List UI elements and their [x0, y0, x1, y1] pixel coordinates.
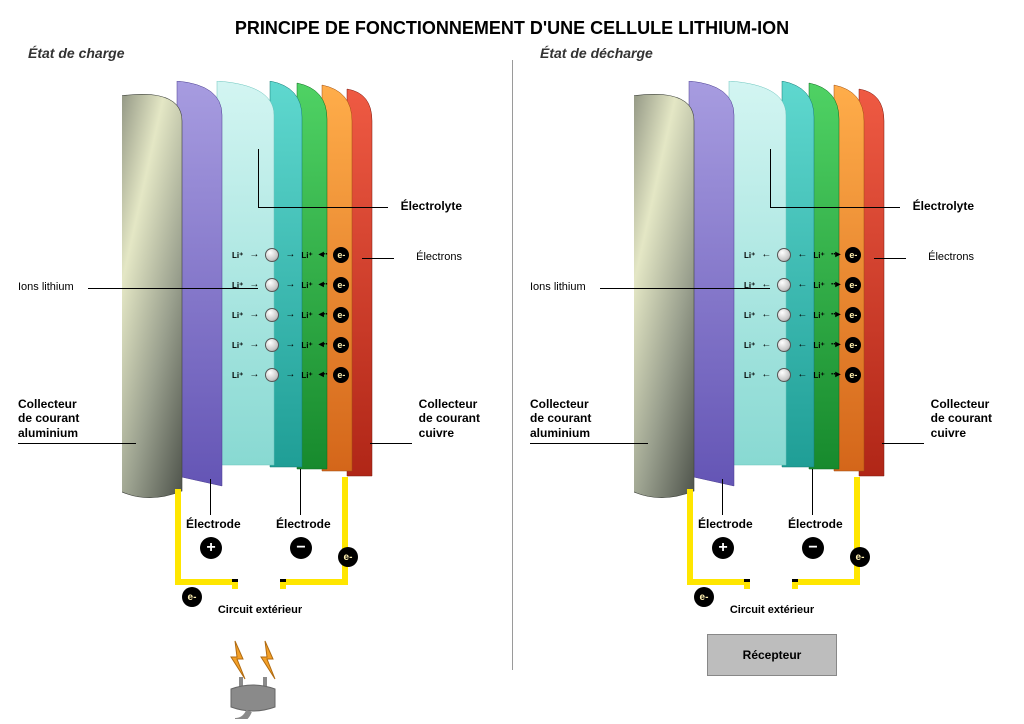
wire: [792, 579, 860, 585]
minus-icon: −: [290, 537, 312, 559]
charge-panel: État de charge: [0, 39, 512, 709]
circuit-label: Circuit extérieur: [712, 604, 832, 616]
li-ion-icon: [265, 308, 279, 322]
ions-lithium-label: Ions lithium: [18, 281, 74, 294]
li-ion-icon: [265, 248, 279, 262]
leader-line: [370, 443, 412, 444]
wire: [687, 489, 693, 579]
electron-icon: e-: [694, 587, 714, 607]
plus-icon: +: [712, 537, 734, 559]
leader-line: [18, 443, 136, 444]
li-ion-icon: [777, 248, 791, 262]
receptor-box: Récepteur: [707, 634, 837, 676]
electrolyte-label: Électrolyte: [401, 199, 462, 213]
collector-al-label: Collecteur de courant aluminium: [18, 397, 79, 440]
wire: [280, 579, 286, 589]
wire: [232, 579, 238, 589]
li-ion-icon: [777, 338, 791, 352]
leader-line: [258, 207, 388, 208]
ion-row: Li⁺→ →Li⁺ ◂·· e-: [232, 307, 349, 323]
wire: [744, 579, 750, 589]
center-divider: [512, 60, 513, 670]
leader-line: [882, 443, 924, 444]
receptor-label: Récepteur: [743, 648, 802, 662]
collector-cu-label: Collecteur de courant cuivre: [931, 397, 992, 440]
electrode-label: Électrode: [698, 517, 753, 531]
li-ion-icon: [777, 368, 791, 382]
discharge-subtitle: État de décharge: [540, 45, 653, 61]
discharge-layers-svg: [634, 81, 894, 511]
wire: [280, 579, 348, 585]
electrode-label: Électrode: [788, 517, 843, 531]
electron-icon: e-: [333, 307, 349, 323]
collector-cu-label: Collecteur de courant cuivre: [419, 397, 480, 440]
charge-layers-svg: [122, 81, 382, 511]
ion-row: Li⁺← ←Li⁺ ··▸ e-: [744, 367, 861, 383]
electron-icon: e-: [333, 277, 349, 293]
ion-row: Li⁺→ →Li⁺ ◂·· e-: [232, 337, 349, 353]
ion-row: Li⁺→ →Li⁺ ◂·· e-: [232, 277, 349, 293]
ions-lithium-label: Ions lithium: [530, 281, 586, 294]
electron-icon: e-: [333, 337, 349, 353]
wire: [792, 579, 798, 589]
charge-subtitle: État de charge: [28, 45, 124, 61]
wire: [687, 579, 747, 585]
electron-icon: e-: [845, 367, 861, 383]
leader-line: [770, 207, 900, 208]
collector-al-label: Collecteur de courant aluminium: [530, 397, 591, 440]
leader-line: [874, 258, 906, 259]
discharge-panel: État de décharge: [512, 39, 1024, 709]
leader-line: [88, 288, 258, 289]
ion-row: Li⁺→ →Li⁺ ◂·· e-: [232, 367, 349, 383]
ion-row: Li⁺← ←Li⁺ ··▸ e-: [744, 247, 861, 263]
ion-row: Li⁺→ →Li⁺ ◂·· e-: [232, 247, 349, 263]
leader-line: [258, 149, 259, 207]
leader-line: [722, 479, 723, 515]
wire: [175, 579, 235, 585]
main-title: PRINCIPE DE FONCTIONNEMENT D'UNE CELLULE…: [0, 0, 1024, 39]
leader-line: [812, 469, 813, 515]
electron-icon: e-: [338, 547, 358, 567]
ion-row: Li⁺← ←Li⁺ ··▸ e-: [744, 277, 861, 293]
leader-line: [362, 258, 394, 259]
ion-row: Li⁺← ←Li⁺ ··▸ e-: [744, 337, 861, 353]
wire: [175, 489, 181, 579]
li-ion-icon: [777, 278, 791, 292]
leader-line: [600, 288, 770, 289]
electrons-label: Électrons: [928, 251, 974, 264]
leader-line: [770, 149, 771, 207]
leader-line: [300, 469, 301, 515]
electron-icon: e-: [845, 247, 861, 263]
leader-line: [210, 479, 211, 515]
electron-icon: e-: [182, 587, 202, 607]
li-ion-icon: [777, 308, 791, 322]
li-ion-icon: [265, 278, 279, 292]
minus-icon: −: [802, 537, 824, 559]
li-ion-icon: [265, 338, 279, 352]
electron-icon: e-: [845, 307, 861, 323]
electron-icon: e-: [845, 277, 861, 293]
circuit-label: Circuit extérieur: [200, 604, 320, 616]
ion-row: Li⁺← ←Li⁺ ··▸ e-: [744, 307, 861, 323]
electrode-label: Électrode: [186, 517, 241, 531]
electrolyte-label: Électrolyte: [913, 199, 974, 213]
plus-icon: +: [200, 537, 222, 559]
electron-icon: e-: [333, 247, 349, 263]
li-ion-icon: [265, 368, 279, 382]
leader-line: [530, 443, 648, 444]
electron-icon: e-: [333, 367, 349, 383]
plug-icon: [215, 629, 305, 724]
electron-icon: e-: [850, 547, 870, 567]
electron-icon: e-: [845, 337, 861, 353]
electrode-label: Électrode: [276, 517, 331, 531]
electrons-label: Électrons: [416, 251, 462, 264]
